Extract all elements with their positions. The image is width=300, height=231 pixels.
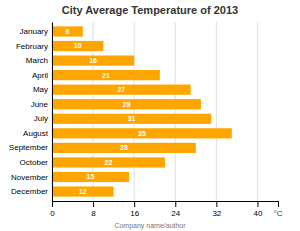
- bar: [52, 70, 160, 80]
- grid-line: [257, 22, 258, 201]
- footer: Company name/author: [114, 222, 186, 230]
- data-label: 35: [138, 130, 146, 137]
- y-tick-label: July: [34, 114, 48, 123]
- data-label: 29: [123, 101, 131, 108]
- data-labels: 12 15 22 28 35 31 29 27 21 16 10 6: [65, 28, 145, 195]
- data-label: 21: [102, 72, 110, 79]
- x-tick: 8: [91, 201, 96, 218]
- data-label: 28: [120, 144, 128, 151]
- y-tick: June: [31, 100, 49, 109]
- x-tick-label: 40: [254, 209, 263, 218]
- grid-line: [216, 22, 217, 201]
- data-label: 31: [128, 115, 136, 122]
- x-tick-label: 32: [212, 209, 221, 218]
- data-label: 6: [65, 28, 69, 35]
- bar: [52, 55, 134, 65]
- title: City Average Temperature of 2013: [62, 4, 238, 16]
- y-tick-label: January: [20, 27, 48, 36]
- bar: [52, 143, 196, 153]
- bars: [52, 26, 232, 196]
- y-tick-label: December: [11, 187, 48, 196]
- x-tick: 32: [212, 201, 221, 218]
- bar: [52, 172, 129, 182]
- x-tick-mark: [134, 201, 135, 207]
- data-label: 10: [74, 42, 82, 49]
- grid-line: [175, 22, 176, 201]
- y-tick-label: May: [33, 85, 48, 94]
- grid-line: [52, 22, 53, 201]
- bar: [52, 114, 211, 124]
- y-tick: January: [20, 27, 48, 36]
- data-label: 22: [105, 159, 113, 166]
- data-label: 15: [87, 173, 95, 180]
- data-label: 12: [79, 188, 87, 195]
- y-tick-label: March: [26, 56, 48, 65]
- bar: [52, 85, 191, 95]
- x-tick-mark: [216, 201, 217, 207]
- y-tick: July: [34, 114, 48, 123]
- bar: [52, 186, 114, 196]
- x-tick-label: 16: [130, 209, 139, 218]
- grid-line: [134, 22, 135, 201]
- data-label: 27: [117, 86, 125, 93]
- y-axis-line: [52, 23, 53, 202]
- y-tick-label: September: [9, 143, 48, 152]
- y-tick-label: February: [16, 42, 48, 51]
- y-tick: September: [9, 143, 48, 152]
- plot: 0 8 16 24 32 40 December November October Septemb…: [9, 22, 283, 218]
- bar: [52, 99, 201, 109]
- y-tick-label: April: [32, 71, 48, 80]
- bar: [52, 157, 165, 167]
- x-tick: 24: [171, 201, 180, 218]
- x-tick-label: 24: [171, 209, 180, 218]
- x-tick-mark: [93, 201, 94, 207]
- x-axis-label: °C: [274, 209, 283, 218]
- x-tick-mark: [52, 201, 53, 207]
- grid: [52, 22, 257, 201]
- chart: City Average Temperature of 2013 0 8 16 24 32…: [0, 0, 300, 231]
- y-tick: August: [23, 129, 49, 138]
- y-tick: November: [11, 173, 48, 182]
- bar: [52, 41, 103, 51]
- x-tick: 0: [50, 201, 55, 218]
- y-tick-label: October: [20, 158, 49, 167]
- y-tick-label: August: [23, 129, 49, 138]
- bar: [52, 128, 232, 138]
- y-tick: December: [11, 187, 48, 196]
- x-tick-label: 8: [91, 209, 96, 218]
- y-tick: October: [20, 158, 49, 167]
- y-axis: December November October September August Ju…: [9, 23, 53, 202]
- y-tick: May: [33, 85, 48, 94]
- y-tick: April: [32, 71, 48, 80]
- data-label: 16: [89, 57, 97, 64]
- x-axis-line: [53, 202, 279, 208]
- x-tick-mark: [175, 201, 176, 207]
- x-tick-label: 0: [50, 209, 55, 218]
- x-tick: 16: [130, 201, 139, 218]
- y-tick: March: [26, 56, 48, 65]
- y-tick-label: June: [31, 100, 49, 109]
- x-tick-mark: [257, 201, 258, 207]
- x-tick: 40: [254, 201, 263, 218]
- x-axis: 0 8 16 24 32 40: [50, 201, 278, 218]
- y-tick: February: [16, 42, 48, 51]
- y-tick-label: November: [11, 173, 48, 182]
- bar: [52, 26, 83, 36]
